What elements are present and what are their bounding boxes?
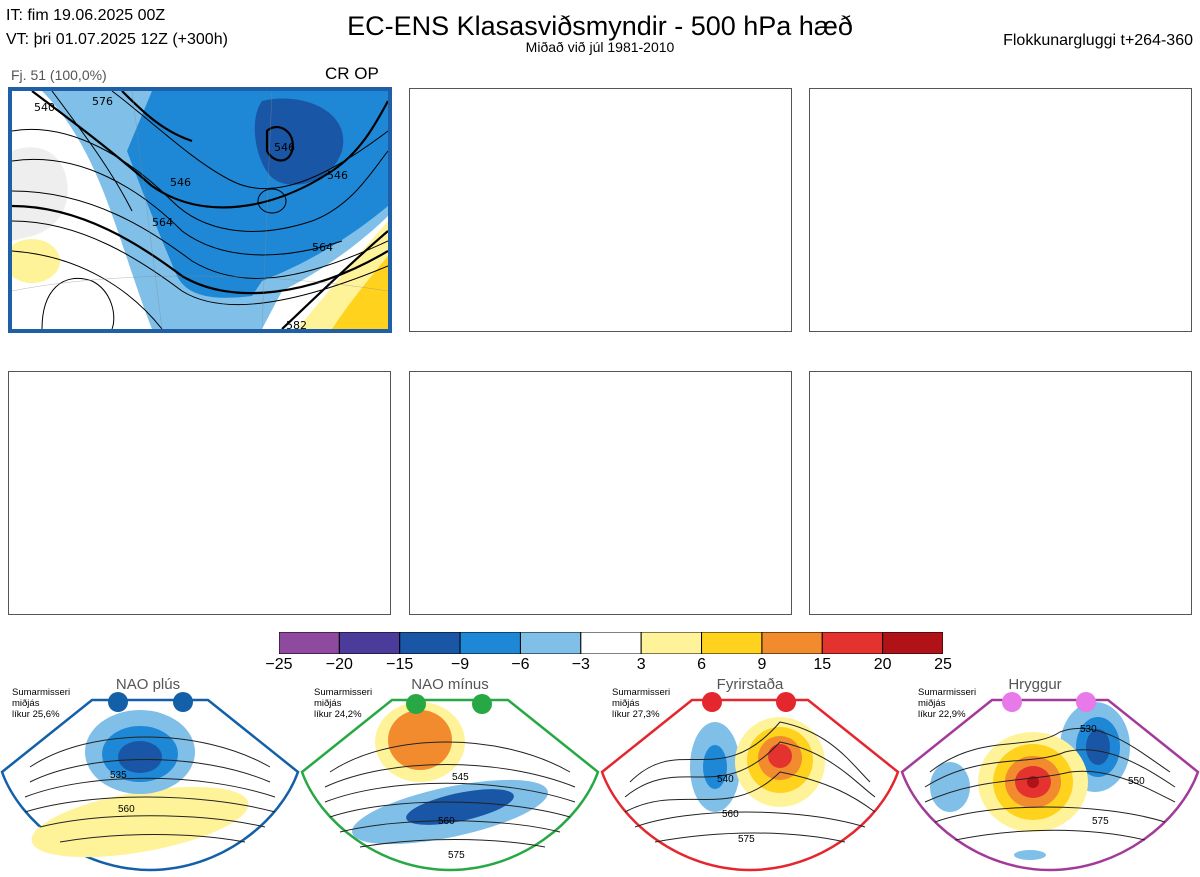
colorbar-segment <box>882 632 943 654</box>
colorbar-segment <box>640 632 703 654</box>
regime-contour-label: 530 <box>1080 724 1097 735</box>
colorbar-tick-label: 3 <box>636 656 646 673</box>
regime-panel-nao-minus: Sumarmisseri miðjás líkur 24,2% NAO mínu… <box>300 672 600 872</box>
window-label: Flokkunargluggi t+264-360 <box>1003 32 1193 49</box>
regime-contour-label: 550 <box>1128 776 1145 787</box>
colorbar-segment <box>701 632 763 654</box>
page-subtitle: Miðað við júl 1981-2010 <box>525 39 675 55</box>
colorbar-tick-label: 20 <box>873 656 892 673</box>
colorbar-segment <box>761 632 823 654</box>
regime-title: Hryggur <box>1008 676 1062 693</box>
regime-contour-label: 540 <box>717 774 734 785</box>
regime-title: Fyrirstaða <box>716 676 784 693</box>
regime-title: NAO plús <box>115 676 181 693</box>
regime-contour-label: 560 <box>722 809 739 820</box>
map-panel-2[interactable] <box>409 88 792 332</box>
regime-contour-label: 575 <box>1092 816 1109 827</box>
contour-label: 564 <box>312 241 333 254</box>
regime-map: 540 560 575 <box>600 692 900 872</box>
regime-subtitle: Sumarmisseri miðjás líkur 22,9% <box>918 687 977 720</box>
regime-map: 530 550 575 <box>900 692 1200 872</box>
colorbar-segment <box>279 632 340 654</box>
contour-label: 540 <box>34 101 55 114</box>
contour-label: 546 <box>170 176 191 189</box>
colorbar-segment <box>399 632 461 654</box>
cluster-members-label: Fj. 51 (100,0%) <box>11 67 107 83</box>
regime-panel-nao-plus: Sumarmisseri miðjás líkur 25,6% NAO plús… <box>0 672 300 872</box>
map-panel-5[interactable] <box>409 371 792 615</box>
regime-contour-label: 560 <box>438 816 455 827</box>
colorbar-segment <box>519 632 582 654</box>
regime-map: 545 560 575 <box>300 694 600 872</box>
colorbar-tick-label: −3 <box>571 656 590 673</box>
contour-label: 582 <box>286 319 307 329</box>
colorbar-tick-label: −20 <box>325 656 353 673</box>
regime-panel-hryggur: Sumarmisseri miðjás líkur 22,9% Hryggur … <box>900 672 1200 872</box>
contour-label: 564 <box>152 216 173 229</box>
init-time: IT: fim 19.06.2025 00Z <box>6 7 166 24</box>
contour-label: 576 <box>92 95 113 108</box>
colorbar-tick-label: −6 <box>511 656 530 673</box>
regime-title: NAO mínus <box>411 676 489 693</box>
contour-label: 546 <box>274 141 295 154</box>
regime-subtitle: Sumarmisseri miðjás líkur 24,2% <box>314 687 373 720</box>
cluster-map-panel[interactable]: 540 576 546 546 564 564 582 546 <box>8 87 392 333</box>
colorbar-tick-label: −25 <box>265 656 293 673</box>
cluster-map: 540 576 546 546 564 564 582 546 <box>12 91 388 329</box>
cluster-tag-label: CR OP <box>325 64 379 83</box>
regime-contour-label: 575 <box>738 834 755 845</box>
contour-label: 546 <box>327 169 348 182</box>
colorbar-tick-label: 25 <box>934 656 952 673</box>
map-panel-6[interactable] <box>809 371 1192 615</box>
colorbar-tick-label: −15 <box>386 656 414 673</box>
page-title: EC-ENS Klasasviðsmyndir - 500 hPa hæð <box>347 11 853 41</box>
colorbar-tick-label: 9 <box>757 656 767 673</box>
regime-contour-label: 575 <box>448 850 465 861</box>
colorbar-segment <box>459 632 521 654</box>
colorbar-tick-label: 15 <box>813 656 832 673</box>
regime-contour-label: 560 <box>118 804 135 815</box>
regime-map: 535 560 <box>0 692 300 872</box>
valid-time: VT: þri 01.07.2025 12Z (+300h) <box>6 31 228 48</box>
regime-contour-label: 535 <box>110 770 127 781</box>
colorbar <box>279 632 943 654</box>
regime-panel-fyrirstada: Sumarmisseri miðjás líkur 27,3% Fyrirsta… <box>600 672 900 872</box>
colorbar-segment <box>338 632 401 654</box>
regime-subtitle: Sumarmisseri miðjás líkur 25,6% <box>12 687 71 720</box>
colorbar-tick-label: 6 <box>697 656 706 673</box>
regime-contour-label: 545 <box>452 772 469 783</box>
map-panel-4[interactable] <box>8 371 391 615</box>
colorbar-segment <box>821 632 884 654</box>
colorbar-segment <box>580 632 642 654</box>
map-panel-3[interactable] <box>809 88 1192 332</box>
regime-subtitle: Sumarmisseri miðjás líkur 27,3% <box>612 687 671 720</box>
colorbar-tick-label: −9 <box>450 656 470 673</box>
